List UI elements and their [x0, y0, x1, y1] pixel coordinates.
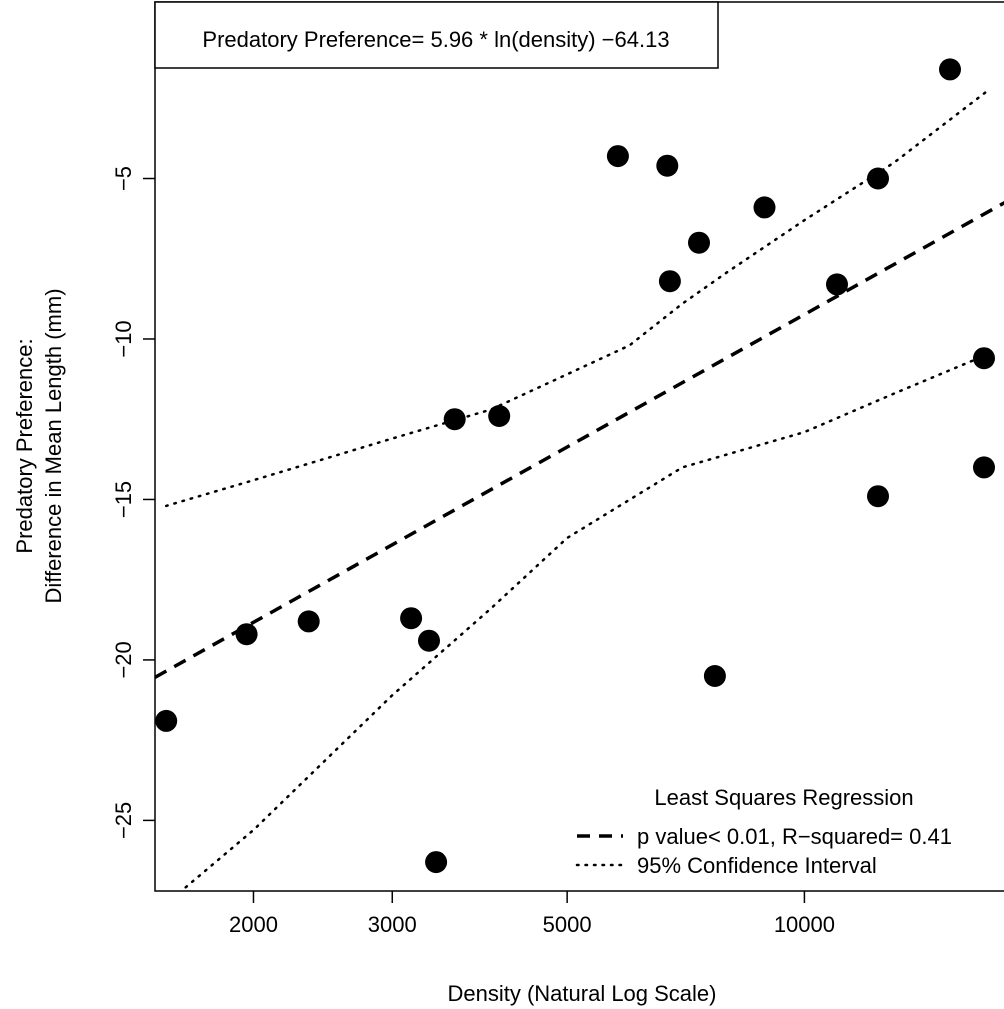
x-axis: 2000 3000 5000 10000 — [229, 891, 835, 937]
y-tick-label: −20 — [111, 641, 136, 678]
ci-upper-line — [164, 90, 988, 508]
legend-entry-regression: p value< 0.01, R−squared= 0.41 — [637, 824, 952, 849]
legend-entry-confidence: 95% Confidence Interval — [637, 853, 877, 878]
data-point — [939, 58, 961, 81]
ci-lower-line — [179, 353, 988, 891]
data-point — [443, 408, 466, 431]
y-tick-label: −25 — [111, 802, 136, 839]
plot-area-frame — [154, 1, 1004, 892]
regression-line — [155, 200, 1004, 679]
x-tick-label: 3000 — [368, 912, 417, 937]
regression-line-group — [155, 200, 1004, 679]
y-axis: −25 −20 −15 −10 −5 — [111, 166, 155, 839]
data-point — [703, 665, 726, 687]
data-point — [418, 629, 440, 652]
data-point — [155, 709, 178, 732]
data-point — [973, 347, 995, 370]
x-tick-label: 2000 — [229, 912, 278, 937]
y-tick-label: −15 — [111, 481, 136, 518]
data-point — [235, 623, 258, 646]
data-point — [867, 167, 889, 190]
y-tick-label: −10 — [111, 320, 136, 357]
x-tick-label: 10000 — [774, 912, 835, 937]
equation-box: Predatory Preference= 5.96 * ln(density)… — [154, 1, 719, 69]
data-point — [753, 196, 776, 219]
data-point — [688, 231, 710, 254]
data-point — [425, 851, 448, 874]
data-points — [155, 58, 995, 874]
data-point — [400, 607, 423, 630]
data-point — [488, 405, 511, 427]
data-point — [606, 145, 629, 168]
data-point — [973, 456, 995, 479]
data-point — [656, 154, 679, 177]
y-axis-label-line2: Difference in Mean Length (mm) — [41, 288, 66, 603]
data-point — [826, 273, 848, 296]
legend-title: Least Squares Regression — [654, 785, 913, 810]
y-axis-label-line1: Predatory Preference: — [12, 338, 37, 553]
data-point — [297, 610, 320, 633]
data-point — [658, 270, 681, 293]
x-axis-label: Density (Natural Log Scale) — [447, 981, 716, 1006]
equation-label: Predatory Preference= 5.96 * ln(density)… — [202, 27, 669, 52]
legend: Least Squares Regression p value< 0.01, … — [575, 785, 952, 878]
data-point — [867, 485, 889, 508]
x-tick-label: 5000 — [543, 912, 592, 937]
confidence-interval-lines — [164, 90, 988, 891]
y-tick-label: −5 — [111, 166, 136, 191]
